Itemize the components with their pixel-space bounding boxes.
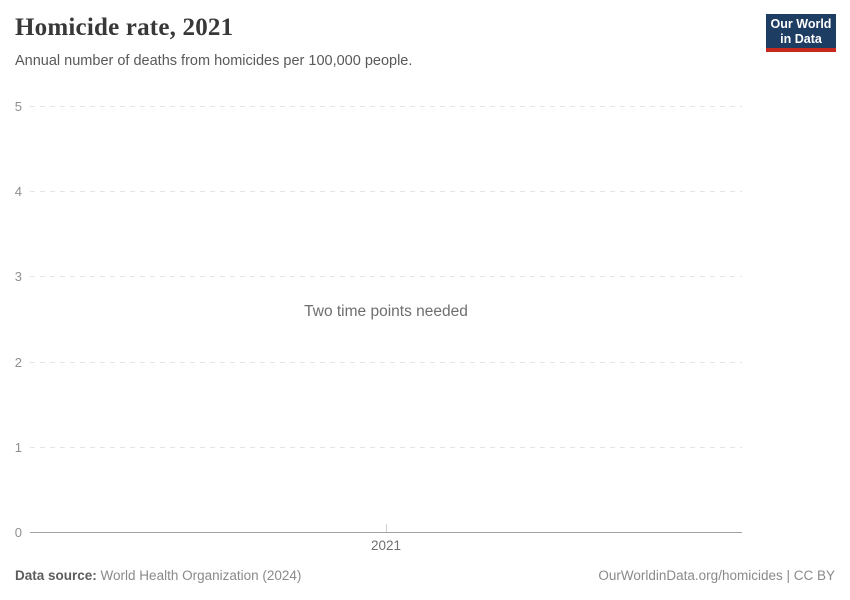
gridline <box>30 361 742 363</box>
x-axis-tick-mark <box>386 524 387 532</box>
data-source-label: Data source: <box>15 568 97 583</box>
license-label: CC BY <box>793 568 835 583</box>
owid-logo-line1: Our World <box>770 17 832 31</box>
empty-state-message: Two time points needed <box>304 303 468 320</box>
data-source: Data source: World Health Organization (… <box>15 568 301 583</box>
x-axis-tick-label: 2021 <box>370 538 402 553</box>
footer-attribution: OurWorldinData.org/homicides | CC BY <box>598 568 835 583</box>
owid-logo[interactable]: Our World in Data <box>766 14 836 52</box>
gridline <box>30 106 742 107</box>
y-axis-tick-label: 1 <box>14 439 22 455</box>
owid-url-link[interactable]: OurWorldinData.org/homicides <box>598 568 783 583</box>
x-axis-line <box>30 532 742 533</box>
gridline <box>30 276 742 278</box>
gridline <box>30 446 742 448</box>
y-axis-tick-label: 2 <box>14 354 22 370</box>
y-axis-tick-label: 5 <box>14 99 22 114</box>
chart-subtitle: Annual number of deaths from homicides p… <box>15 53 413 69</box>
owid-logo-line2: in Data <box>780 32 822 46</box>
data-source-value: World Health Organization (2024) <box>100 568 302 583</box>
y-axis-tick-label: 4 <box>14 184 22 200</box>
chart-title: Homicide rate, 2021 <box>15 14 234 41</box>
y-axis-tick-label: 0 <box>14 525 22 540</box>
footer-separator: | <box>782 568 794 583</box>
chart-footer: Data source: World Health Organization (… <box>15 568 835 583</box>
gridline <box>30 191 742 193</box>
y-axis-tick-label: 3 <box>14 269 22 285</box>
